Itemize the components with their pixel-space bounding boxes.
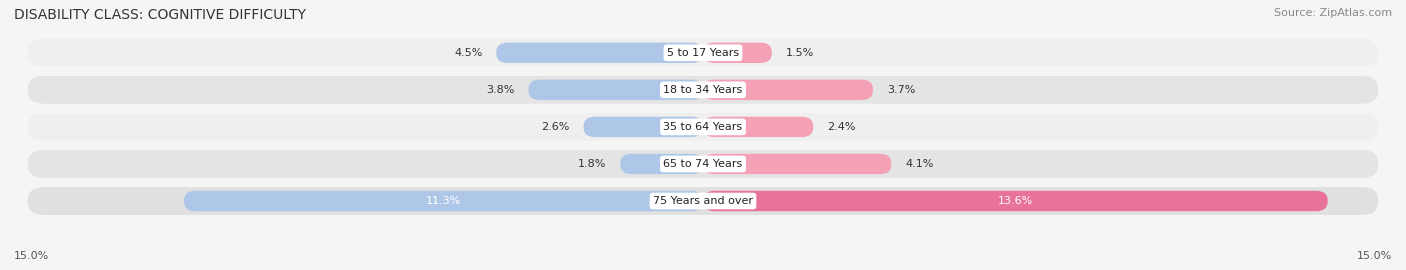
Text: 4.1%: 4.1% [905,159,934,169]
FancyBboxPatch shape [184,191,703,211]
FancyBboxPatch shape [28,187,1378,215]
FancyBboxPatch shape [703,191,1327,211]
FancyBboxPatch shape [703,154,891,174]
FancyBboxPatch shape [529,80,703,100]
Text: 3.7%: 3.7% [887,85,915,95]
Text: 5 to 17 Years: 5 to 17 Years [666,48,740,58]
FancyBboxPatch shape [703,80,873,100]
FancyBboxPatch shape [583,117,703,137]
Text: 2.6%: 2.6% [541,122,569,132]
Text: 3.8%: 3.8% [486,85,515,95]
FancyBboxPatch shape [620,154,703,174]
FancyBboxPatch shape [28,113,1378,141]
Text: 1.8%: 1.8% [578,159,606,169]
Text: 1.5%: 1.5% [786,48,814,58]
Text: 18 to 34 Years: 18 to 34 Years [664,85,742,95]
FancyBboxPatch shape [28,39,1378,67]
FancyBboxPatch shape [496,43,703,63]
FancyBboxPatch shape [703,43,772,63]
Text: DISABILITY CLASS: COGNITIVE DIFFICULTY: DISABILITY CLASS: COGNITIVE DIFFICULTY [14,8,307,22]
Text: 13.6%: 13.6% [998,196,1033,206]
Text: 11.3%: 11.3% [426,196,461,206]
Text: 75 Years and over: 75 Years and over [652,196,754,206]
Text: 4.5%: 4.5% [454,48,482,58]
Text: 2.4%: 2.4% [827,122,855,132]
Text: 65 to 74 Years: 65 to 74 Years [664,159,742,169]
FancyBboxPatch shape [703,117,813,137]
Text: 15.0%: 15.0% [14,251,49,261]
Text: Source: ZipAtlas.com: Source: ZipAtlas.com [1274,8,1392,18]
Text: 15.0%: 15.0% [1357,251,1392,261]
FancyBboxPatch shape [28,76,1378,104]
Text: 35 to 64 Years: 35 to 64 Years [664,122,742,132]
FancyBboxPatch shape [28,150,1378,178]
